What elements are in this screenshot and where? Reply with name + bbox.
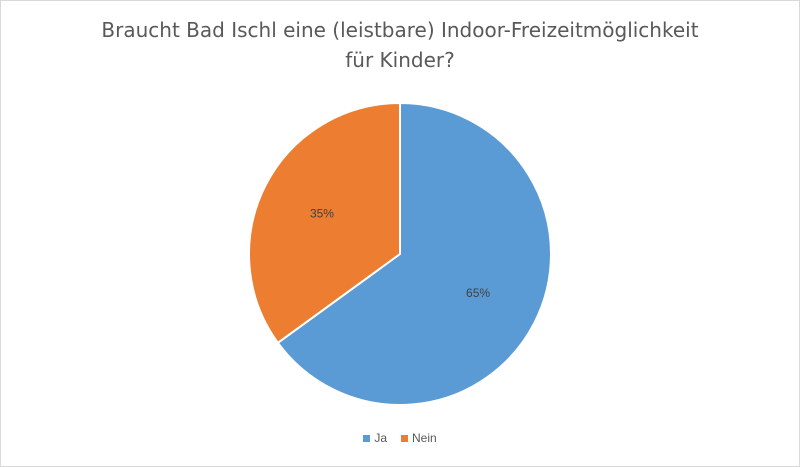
pie-labels: 65% 35% xyxy=(310,206,490,300)
legend-swatch-nein xyxy=(401,434,408,442)
pie-slice-nein xyxy=(248,102,401,344)
chart-title-line-1: Braucht Bad Ischl eine (leistbare) Indoo… xyxy=(101,18,699,42)
legend-label-ja: Ja xyxy=(374,431,387,445)
legend-swatch-ja xyxy=(363,434,371,442)
chart-title: Braucht Bad Ischl eine (leistbare) Indoo… xyxy=(1,15,799,75)
pie-slices xyxy=(248,102,552,406)
legend: Ja Nein xyxy=(1,431,799,445)
legend-item-ja: Ja xyxy=(363,431,387,445)
pie-slice-ja xyxy=(276,102,552,406)
data-label-ja: 65% xyxy=(466,286,490,300)
legend-label-nein: Nein xyxy=(412,431,437,445)
chart-title-line-2: für Kinder? xyxy=(345,48,455,72)
data-label-nein: 35% xyxy=(310,206,334,220)
legend-item-nein: Nein xyxy=(401,431,437,445)
